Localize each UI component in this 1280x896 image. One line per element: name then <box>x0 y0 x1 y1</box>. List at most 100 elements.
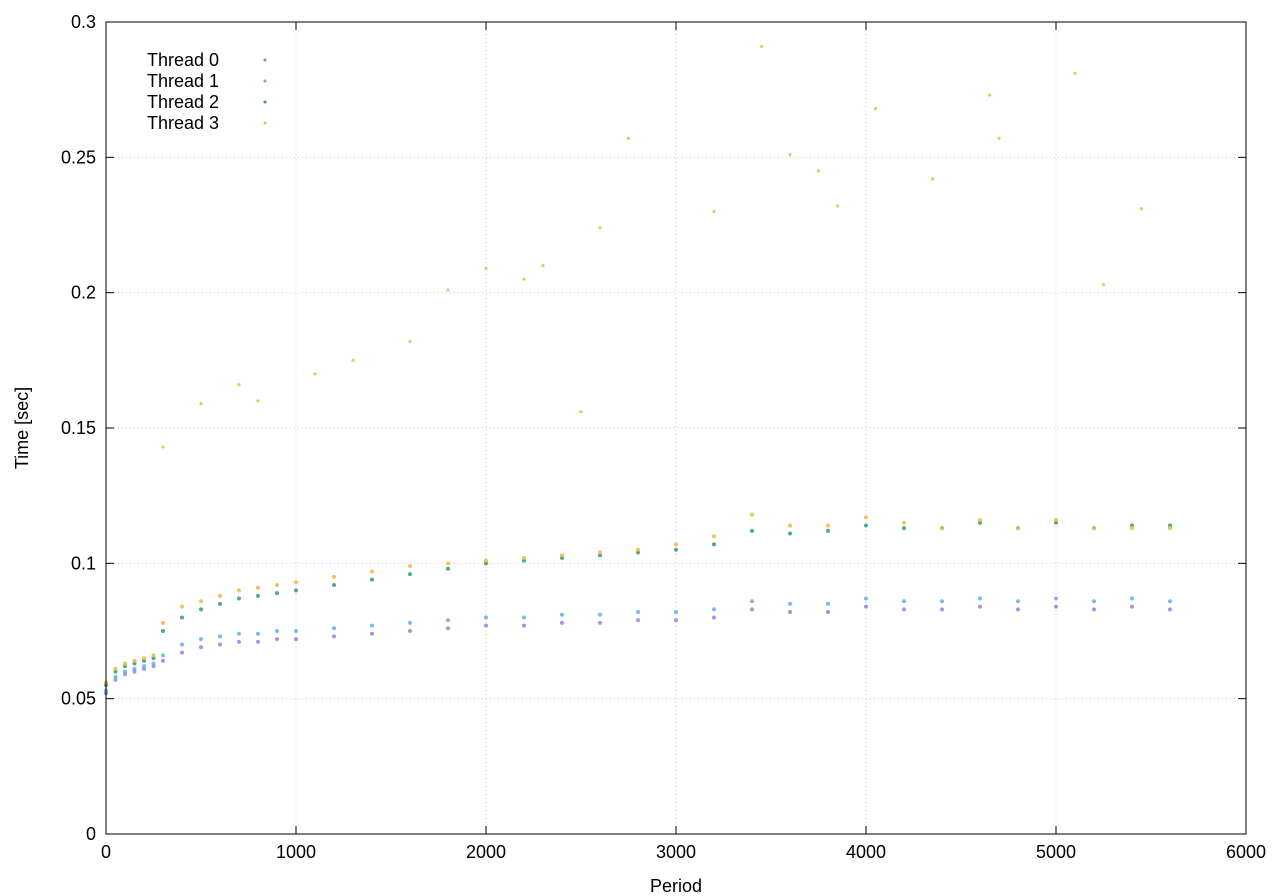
data-point <box>484 615 488 620</box>
legend-marker <box>263 58 267 62</box>
data-point <box>1092 599 1096 604</box>
outlier-point <box>788 153 792 157</box>
data-point <box>522 623 526 628</box>
data-point <box>151 653 156 658</box>
data-point <box>180 650 184 655</box>
outlier-point <box>835 204 840 208</box>
data-point <box>598 612 602 617</box>
data-point <box>1016 607 1020 612</box>
data-point <box>636 610 640 615</box>
data-point <box>332 574 336 579</box>
grid <box>106 22 1246 834</box>
outlier-point <box>987 93 992 97</box>
data-point <box>674 618 678 623</box>
data-point <box>180 604 184 609</box>
data-point <box>332 626 336 631</box>
outlier-point <box>313 372 317 376</box>
data-point <box>161 658 165 663</box>
outlier-point <box>1101 282 1106 287</box>
data-point <box>788 601 792 606</box>
data-point <box>788 523 792 528</box>
outlier-point <box>997 136 1001 140</box>
y-tick-label: 0.25 <box>61 147 96 167</box>
data-point <box>636 547 640 552</box>
data-point <box>522 555 526 560</box>
data-point <box>902 526 906 531</box>
outlier-point <box>598 226 602 230</box>
data-point <box>712 615 716 620</box>
x-tick-label: 4000 <box>846 842 886 862</box>
legend-marker <box>263 100 267 104</box>
outlier-point <box>1139 207 1144 211</box>
data-point <box>142 656 146 661</box>
data-points <box>104 44 1172 696</box>
data-point <box>1130 596 1134 601</box>
data-point <box>674 610 678 615</box>
outlier-point <box>484 266 488 270</box>
data-point <box>218 593 222 598</box>
data-point <box>237 588 241 593</box>
data-point <box>1016 599 1020 604</box>
data-point <box>1168 526 1172 531</box>
data-point <box>864 515 868 520</box>
data-point <box>199 637 203 642</box>
data-point <box>113 666 118 671</box>
data-point <box>750 599 754 604</box>
data-point <box>560 612 564 617</box>
outlier-point <box>237 383 241 387</box>
data-point <box>370 631 374 636</box>
outlier-point <box>930 177 935 181</box>
data-point <box>750 512 754 517</box>
data-point <box>408 629 412 633</box>
data-point <box>484 623 488 628</box>
data-point <box>180 615 184 620</box>
data-point <box>1054 604 1058 609</box>
data-point <box>978 604 982 609</box>
data-point <box>446 561 450 566</box>
x-tick-label: 2000 <box>466 842 506 862</box>
data-point <box>750 528 754 533</box>
data-point <box>484 558 488 563</box>
data-point <box>826 523 830 528</box>
outlier-point <box>256 399 260 403</box>
data-point <box>1092 607 1096 612</box>
data-point <box>560 553 564 558</box>
data-point <box>1130 604 1134 609</box>
outlier-point <box>541 264 545 268</box>
data-point <box>142 664 146 669</box>
x-tick-label: 5000 <box>1036 842 1076 862</box>
outlier-point <box>199 402 203 406</box>
data-point <box>940 526 944 531</box>
x-tick-label: 0 <box>101 842 111 862</box>
data-point <box>237 631 241 636</box>
data-point <box>788 531 792 536</box>
legend-label: Thread 1 <box>147 71 219 91</box>
data-point <box>1168 599 1172 604</box>
data-point <box>370 623 374 628</box>
outlier-point <box>1073 71 1077 76</box>
data-point <box>123 661 127 666</box>
data-point <box>674 547 678 552</box>
outlier-point <box>408 339 412 343</box>
data-point <box>132 666 137 671</box>
data-point <box>522 615 526 620</box>
legend-marker <box>263 121 267 125</box>
x-tick-label: 3000 <box>656 842 696 862</box>
data-point <box>218 601 222 606</box>
data-point <box>1168 607 1172 612</box>
outlier-point <box>873 107 878 111</box>
x-tick-label: 6000 <box>1226 842 1266 862</box>
legend-label: Thread 2 <box>147 92 219 112</box>
data-point <box>275 582 279 587</box>
data-point <box>864 596 868 601</box>
y-axis-title: Time [sec] <box>12 387 32 469</box>
data-point <box>294 629 298 633</box>
data-point <box>1054 518 1058 523</box>
data-point <box>902 607 906 612</box>
data-point <box>294 588 298 593</box>
data-point <box>199 599 203 604</box>
y-tick-label: 0.15 <box>61 418 96 438</box>
data-point <box>598 620 602 625</box>
data-point <box>332 634 336 639</box>
